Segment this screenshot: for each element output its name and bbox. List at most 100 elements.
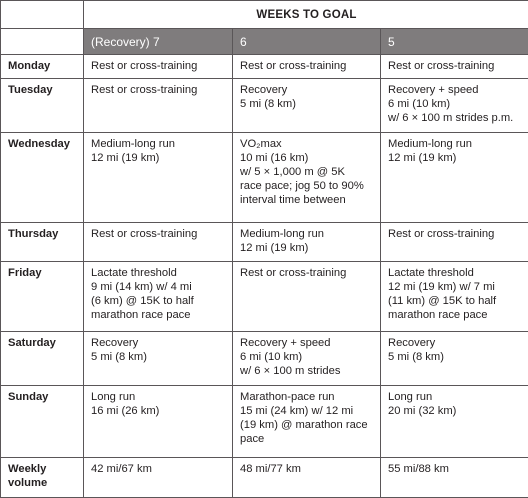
corner-cell-lower <box>0 28 84 55</box>
workout-line: 6 mi (10 km) <box>388 97 451 110</box>
workout-line: Rest or cross-training <box>240 266 347 279</box>
workout-cell: Rest or cross-training <box>379 221 528 262</box>
workout-line: 12 mi (19 km) <box>388 151 457 164</box>
workout-line: Recovery <box>240 83 288 96</box>
workout-line: 48 mi/77 km <box>240 462 301 475</box>
workout-line: 20 mi (32 km) <box>388 405 457 418</box>
workout-line: interval time between <box>240 193 346 206</box>
workout-cell: Recovery 5 mi (8 km) <box>83 331 233 387</box>
workout-line: marathon race pace <box>388 308 488 321</box>
workout-line: Rest or cross-training <box>91 60 198 72</box>
workout-line: Long run <box>91 391 136 404</box>
workout-line: w/ 6 × 100 m strides p.m. <box>388 111 514 124</box>
workout-line: pace <box>240 433 265 446</box>
day-label-line: Weekly <box>8 462 47 475</box>
day-label: Saturday <box>0 331 84 387</box>
workout-line: 42 mi/67 km <box>91 462 152 475</box>
workout-line: race pace; jog 50 to 90% <box>240 179 364 192</box>
workout-line: Medium-long run <box>91 137 175 150</box>
workout-cell: Recovery 5 mi (8 km) <box>379 331 528 387</box>
weeks-to-goal-header: WEEKS TO GOAL <box>82 0 528 29</box>
schedule-row: Sunday Long run 16 mi (26 km) Marathon-pace… <box>0 385 528 458</box>
workout-cell: Long run 16 mi (26 km) <box>83 385 233 458</box>
workout-line: Rest or cross-training <box>240 60 347 72</box>
workout-cell: Recovery + speed 6 mi (10 km) w/ 6 × 100 m… <box>232 331 381 387</box>
schedule-body: Monday Rest or cross-training Rest or cros… <box>0 54 528 498</box>
day-label: Weekly volume <box>0 456 84 498</box>
schedule-row: Friday Lactate threshold 9 mi (14 km) w/ 4… <box>0 260 528 333</box>
workout-line: 15 mi (24 km) w/ 12 mi <box>240 405 354 418</box>
workout-cell: Lactate threshold 12 mi (19 km) w/ 7 mi (1… <box>379 260 528 333</box>
day-label: Wednesday <box>0 131 84 223</box>
schedule-row: Saturday Recovery 5 mi (8 km) Recovery + sp… <box>0 331 528 387</box>
workout-line: Rest or cross-training <box>388 60 495 72</box>
workout-line: Medium-long run <box>388 137 472 150</box>
workout-cell: Rest or cross-training <box>379 54 528 79</box>
workout-line: Long run <box>388 391 433 404</box>
day-label: Thursday <box>0 221 84 262</box>
day-label: Friday <box>0 260 84 333</box>
workout-cell: Rest or cross-training <box>232 260 381 333</box>
workout-cell: Recovery + speed 6 mi (10 km) w/ 6 × 100 m… <box>379 77 528 133</box>
schedule-row: Tuesday Rest or cross-training Recovery 5 m… <box>0 77 528 133</box>
workout-line: Rest or cross-training <box>388 227 495 240</box>
workout-line: 12 mi (19 km) <box>240 241 309 254</box>
schedule-row: Monday Rest or cross-training Rest or cros… <box>0 54 528 79</box>
workout-line: Lactate threshold <box>388 266 474 279</box>
workout-line: Recovery <box>388 337 436 350</box>
day-label-line: volume <box>8 476 48 489</box>
day-label: Sunday <box>0 385 84 458</box>
workout-line: marathon race pace <box>91 308 191 321</box>
workout-line: w/ 5 × 1,000 m @ 5K <box>240 165 345 178</box>
week-header-row: (Recovery) 7 6 5 <box>0 28 528 55</box>
workout-line: w/ 6 × 100 m strides <box>240 365 341 378</box>
workout-line: Lactate threshold <box>91 266 177 279</box>
workout-cell: Rest or cross-training <box>83 77 233 133</box>
workout-cell: Medium-long run 12 mi (19 km) <box>83 131 233 223</box>
group-header-row: WEEKS TO GOAL <box>0 0 528 29</box>
workout-cell: 48 mi/77 km <box>232 456 381 498</box>
workout-cell: Medium-long run 12 mi (19 km) <box>379 131 528 223</box>
workout-line: (6 km) @ 15K to half <box>91 294 194 307</box>
workout-cell: 55 mi/88 km <box>379 456 528 498</box>
workout-line: 5 mi (8 km) <box>240 97 296 110</box>
workout-cell: Marathon-pace run 15 mi (24 km) w/ 12 mi(… <box>232 385 381 458</box>
week-column-header: (Recovery) 7 <box>83 28 233 55</box>
day-label: Tuesday <box>0 77 84 133</box>
workout-line: 55 mi/88 km <box>388 462 449 475</box>
workout-cell: Rest or cross-training <box>83 54 233 79</box>
workout-line: 16 mi (26 km) <box>91 405 160 418</box>
corner-cell <box>0 0 84 29</box>
workout-line: Rest or cross-training <box>91 83 198 96</box>
workout-line: 6 mi (10 km) <box>240 351 303 364</box>
workout-line: VO₂max <box>240 137 282 150</box>
workout-line: Rest or cross-training <box>91 227 198 240</box>
workout-line: (19 km) @ marathon race <box>240 419 368 432</box>
workout-line: 5 mi (8 km) <box>388 351 444 364</box>
schedule-row: Thursday Rest or cross-training Medium-lon… <box>0 221 528 262</box>
workout-line: 12 mi (19 km) <box>91 151 160 164</box>
schedule-row: Wednesday Medium-long run 12 mi (19 km) VO₂… <box>0 131 528 223</box>
day-label: Monday <box>0 54 84 79</box>
workout-line: (11 km) @ 15K to half <box>388 294 497 307</box>
workout-cell: Medium-long run 12 mi (19 km) <box>232 221 381 262</box>
workout-line: Medium-long run <box>240 227 324 240</box>
workout-line: Recovery <box>91 337 139 350</box>
workout-cell: VO₂max 10 mi (16 km) w/ 5 × 1,000 m @ 5K ra… <box>232 131 381 223</box>
workout-cell: Rest or cross-training <box>232 54 381 79</box>
workout-cell: Long run 20 mi (32 km) <box>379 385 528 458</box>
week-column-header: 6 <box>232 28 381 55</box>
workout-cell: Recovery 5 mi (8 km) <box>232 77 381 133</box>
workout-line: 12 mi (19 km) w/ 7 mi <box>388 280 495 293</box>
workout-cell: Rest or cross-training <box>83 221 233 262</box>
week-column-header: 5 <box>379 28 528 55</box>
workout-line: Recovery + speed <box>388 83 479 96</box>
workout-cell: 42 mi/67 km <box>83 456 233 498</box>
workout-line: Recovery + speed <box>240 337 331 350</box>
workout-cell: Lactate threshold 9 mi (14 km) w/ 4 mi (6 … <box>83 260 233 333</box>
workout-line: 10 mi (16 km) <box>240 151 309 164</box>
workout-line: Marathon-pace run <box>240 391 335 404</box>
workout-line: 9 mi (14 km) w/ 4 mi <box>91 280 192 293</box>
schedule-row: Weekly volume 42 mi/67 km 48 mi/77 km 55 mi/… <box>0 456 528 498</box>
